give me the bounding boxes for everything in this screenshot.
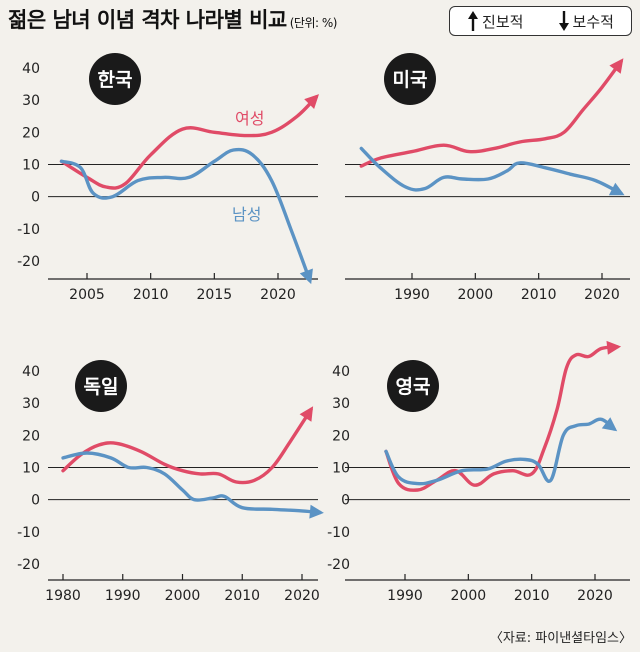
country-badge	[384, 53, 436, 105]
x-tick-label: 2010	[521, 287, 557, 303]
x-tick-label: 2000	[165, 588, 201, 604]
y-tick-label: 30	[332, 396, 350, 412]
panel-1: 1990 2000 2010 2020 미국	[345, 53, 630, 303]
series-label-women: 여성	[235, 109, 264, 128]
y-tick-label: -20	[17, 254, 40, 270]
y-tick-label: 30	[22, 396, 40, 412]
country-badge	[75, 360, 127, 412]
series-line-women	[59, 95, 318, 190]
y-tick-label: -10	[327, 525, 350, 541]
series-arrow-women	[609, 58, 624, 74]
country-label: 한국	[98, 69, 133, 91]
unit-label: (단위: %)	[289, 16, 338, 30]
series-line-women	[359, 59, 623, 168]
series-line-men	[59, 147, 312, 282]
series-line-women	[384, 345, 619, 492]
y-tick-label: 0	[341, 493, 350, 509]
series-label-men: 남성	[232, 205, 261, 224]
country-badge	[89, 53, 141, 105]
y-tick-label: 10	[22, 461, 40, 477]
y-tick-label: 0	[31, 493, 40, 509]
legend-conservative-label: 보수적	[572, 12, 614, 31]
legend-item-conservative: 보수적	[558, 10, 614, 32]
country-label: 독일	[84, 376, 119, 398]
x-tick-label: 2020	[284, 588, 320, 604]
y-tick-label: 30	[22, 93, 40, 109]
x-tick-label: 2015	[197, 287, 233, 303]
series-arrow-men	[309, 504, 324, 519]
legend-progressive-label: 진보적	[482, 12, 524, 31]
series-arrow-men	[601, 417, 618, 432]
x-tick-label: 2020	[584, 287, 620, 303]
series-line-men	[61, 451, 322, 515]
series-line-men	[384, 417, 616, 486]
series-arrow-men	[299, 268, 313, 285]
series-arrow-women	[606, 340, 622, 355]
up-arrow-icon	[468, 11, 479, 31]
country-label: 미국	[393, 69, 428, 91]
y-tick-label: 20	[22, 428, 40, 444]
series-arrow-women	[304, 94, 319, 109]
y-tick-label: 20	[22, 125, 40, 141]
series-line-men	[359, 146, 623, 196]
y-tick-label: 0	[31, 190, 40, 206]
legend: 진보적 보수적	[449, 6, 632, 36]
x-tick-label: 2000	[458, 287, 494, 303]
y-tick-label: -10	[17, 525, 40, 541]
y-tick-label: 10	[332, 461, 350, 477]
y-tick-label: 40	[332, 364, 350, 380]
series-arrow-women	[299, 406, 314, 422]
y-tick-label: 10	[22, 158, 40, 174]
x-tick-label: 1990	[387, 588, 423, 604]
x-tick-label: 2010	[224, 588, 260, 604]
chart-title: 젊은 남녀 이념 격차 나라별 비교 (단위: %)	[8, 8, 338, 32]
y-tick-label: 40	[22, 61, 40, 77]
x-tick-label: 2010	[133, 287, 169, 303]
series-arrow-men	[608, 182, 625, 196]
y-tick-label: -20	[17, 557, 40, 573]
y-tick-label: -20	[327, 557, 350, 573]
x-tick-label: 1990	[105, 588, 141, 604]
x-tick-label: 2010	[514, 588, 550, 604]
down-arrow-icon	[558, 11, 569, 31]
x-tick-label: 2020	[577, 588, 613, 604]
y-tick-label: 20	[332, 428, 350, 444]
x-tick-label: 1980	[45, 588, 81, 604]
x-tick-label: 2005	[69, 287, 105, 303]
y-tick-label: 40	[22, 364, 40, 380]
country-label: 영국	[396, 376, 431, 398]
y-tick-label: -10	[17, 222, 40, 238]
x-tick-label: 2020	[260, 287, 296, 303]
x-tick-label: 2000	[451, 588, 487, 604]
source-note: 〈자료: 파이낸셜타임스〉	[489, 631, 632, 646]
series-line-women	[61, 407, 313, 485]
country-badge	[387, 360, 439, 412]
x-tick-label: 1990	[394, 287, 430, 303]
legend-item-progressive: 진보적	[467, 10, 523, 32]
